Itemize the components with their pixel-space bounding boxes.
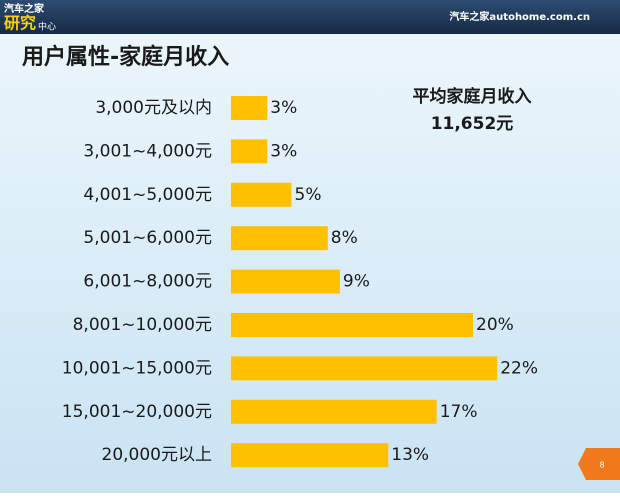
category-label: 10,001~15,000元 [62,358,212,378]
logo-top: 汽车之家 [4,2,45,15]
category-label: 4,001~5,000元 [83,185,212,205]
logo-sub: 中心 [38,21,56,33]
annotation-label: 平均家庭月收入 [413,86,532,107]
category-label: 20,000元以上 [102,445,212,465]
category-label: 3,001~4,000元 [83,141,212,161]
value-label: 3% [270,141,297,161]
value-label: 20% [476,315,514,335]
bar [231,226,328,251]
value-label: 9% [343,272,370,292]
value-label: 8% [331,228,358,248]
value-label: 17% [440,402,478,422]
page-badge [578,448,620,480]
bar [231,399,437,424]
value-label: 22% [500,358,538,378]
top-bar [0,0,620,34]
category-label: 3,000元及以内 [95,98,212,118]
annotation-value: 11,652元 [431,114,514,134]
page-number: 8 [599,461,604,470]
category-label: 15,001~20,000元 [62,402,212,422]
bar [231,96,268,120]
site-name: 汽车之家autohome.com.cn [449,10,590,23]
chart-title: 用户属性-家庭月收入 [22,44,229,70]
category-label: 6,001~8,000元 [83,272,212,292]
bar [231,139,268,164]
bar [231,443,389,468]
bar [231,313,473,337]
category-label: 8,001~10,000元 [73,315,212,335]
value-label: 13% [391,445,429,465]
bar [231,269,340,294]
value-label: 5% [295,185,322,205]
bar [231,356,498,381]
logo-main: 研究 [4,14,36,33]
bar [231,182,292,207]
value-label: 3% [270,98,297,118]
category-label: 5,001~6,000元 [83,228,212,248]
